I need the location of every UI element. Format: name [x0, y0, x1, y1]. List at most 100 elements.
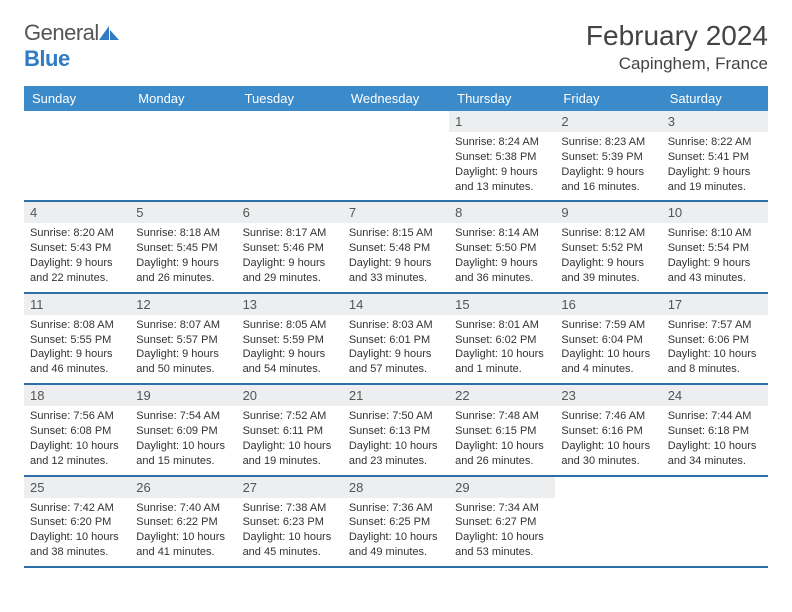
day-info: Sunrise: 8:23 AMSunset: 5:39 PMDaylight:… [561, 135, 655, 194]
day-cell: 14Sunrise: 8:03 AMSunset: 6:01 PMDayligh… [343, 294, 449, 383]
day-cell: 11Sunrise: 8:08 AMSunset: 5:55 PMDayligh… [24, 294, 130, 383]
day-info: Sunrise: 8:18 AMSunset: 5:45 PMDaylight:… [136, 226, 230, 285]
day-cell: 18 Sunrise: 7:56 AMSunset: 6:08 PMDayligh… [24, 385, 130, 474]
weekday-header: Saturday [662, 86, 768, 111]
day-info: Sunrise: 7:42 AMSunset: 6:20 PMDaylight:… [30, 501, 124, 560]
day-info: Sunrise: 8:12 AMSunset: 5:52 PMDaylight:… [561, 226, 655, 285]
day-info: Sunrise: 8:03 AMSunset: 6:01 PMDaylight:… [349, 318, 443, 377]
day-info: Sunrise: 7:54 AMSunset: 6:09 PMDaylight:… [136, 409, 230, 468]
brand-word-a: General [24, 20, 99, 45]
week-row: 11Sunrise: 8:08 AMSunset: 5:55 PMDayligh… [24, 294, 768, 385]
day-info: Sunrise: 8:07 AMSunset: 5:57 PMDaylight:… [136, 318, 230, 377]
day-number: 3 [662, 111, 768, 132]
day-number: 10 [662, 202, 768, 223]
day-number: 20 [237, 385, 343, 406]
day-number: 17 [662, 294, 768, 315]
day-info: Sunrise: 7:38 AMSunset: 6:23 PMDaylight:… [243, 501, 337, 560]
day-cell: 21 Sunrise: 7:50 AMSunset: 6:13 PMDayligh… [343, 385, 449, 474]
day-cell: 17 Sunrise: 7:57 AMSunset: 6:06 PMDayligh… [662, 294, 768, 383]
day-number: 19 [130, 385, 236, 406]
day-number: 27 [237, 477, 343, 498]
day-cell: 4 Sunrise: 8:20 AMSunset: 5:43 PMDaylight… [24, 202, 130, 291]
day-cell: 27 Sunrise: 7:38 AMSunset: 6:23 PMDayligh… [237, 477, 343, 566]
day-cell: 26 Sunrise: 7:40 AMSunset: 6:22 PMDayligh… [130, 477, 236, 566]
day-cell: 23 Sunrise: 7:46 AMSunset: 6:16 PMDayligh… [555, 385, 661, 474]
day-cell: 29 Sunrise: 7:34 AMSunset: 6:27 PMDayligh… [449, 477, 555, 566]
day-cell: 10 Sunrise: 8:10 AMSunset: 5:54 PMDayligh… [662, 202, 768, 291]
weekday-header: Thursday [449, 86, 555, 111]
day-info: Sunrise: 7:59 AMSunset: 6:04 PMDaylight:… [561, 318, 655, 377]
weekday-header-row: SundayMondayTuesdayWednesdayThursdayFrid… [24, 86, 768, 111]
day-number: 2 [555, 111, 661, 132]
calendar-body: ....1Sunrise: 8:24 AMSunset: 5:38 PMDayl… [24, 111, 768, 568]
day-info: Sunrise: 7:50 AMSunset: 6:13 PMDaylight:… [349, 409, 443, 468]
day-info: Sunrise: 7:46 AMSunset: 6:16 PMDaylight:… [561, 409, 655, 468]
weekday-header: Sunday [24, 86, 130, 111]
sail-icon [99, 26, 119, 40]
brand-word-b: Blue [24, 46, 70, 71]
day-number: 23 [555, 385, 661, 406]
day-cell: 28Sunrise: 7:36 AMSunset: 6:25 PMDayligh… [343, 477, 449, 566]
day-cell: 9 Sunrise: 8:12 AMSunset: 5:52 PMDaylight… [555, 202, 661, 291]
day-info: Sunrise: 7:44 AMSunset: 6:18 PMDaylight:… [668, 409, 762, 468]
day-number: 28 [343, 477, 449, 498]
brand-logo: General Blue [24, 20, 119, 72]
day-number: 21 [343, 385, 449, 406]
day-info: Sunrise: 8:14 AMSunset: 5:50 PMDaylight:… [455, 226, 549, 285]
day-cell: . [555, 477, 661, 566]
day-cell: 12Sunrise: 8:07 AMSunset: 5:57 PMDayligh… [130, 294, 236, 383]
day-number: 6 [237, 202, 343, 223]
location-subtitle: Capinghem, France [586, 54, 768, 74]
day-cell: 5 Sunrise: 8:18 AMSunset: 5:45 PMDaylight… [130, 202, 236, 291]
day-cell: 3 Sunrise: 8:22 AMSunset: 5:41 PMDaylight… [662, 111, 768, 200]
day-info: Sunrise: 7:56 AMSunset: 6:08 PMDaylight:… [30, 409, 124, 468]
day-number: 4 [24, 202, 130, 223]
day-number: 16 [555, 294, 661, 315]
week-row: 18 Sunrise: 7:56 AMSunset: 6:08 PMDayligh… [24, 385, 768, 476]
day-info: Sunrise: 8:17 AMSunset: 5:46 PMDaylight:… [243, 226, 337, 285]
day-cell: 22 Sunrise: 7:48 AMSunset: 6:15 PMDayligh… [449, 385, 555, 474]
week-row: 25 Sunrise: 7:42 AMSunset: 6:20 PMDayligh… [24, 477, 768, 568]
day-number: 15 [449, 294, 555, 315]
weekday-header: Monday [130, 86, 236, 111]
day-number: 5 [130, 202, 236, 223]
week-row: ....1Sunrise: 8:24 AMSunset: 5:38 PMDayl… [24, 111, 768, 202]
day-cell: 8 Sunrise: 8:14 AMSunset: 5:50 PMDaylight… [449, 202, 555, 291]
weekday-header: Wednesday [343, 86, 449, 111]
day-cell: 25 Sunrise: 7:42 AMSunset: 6:20 PMDayligh… [24, 477, 130, 566]
day-number: 13 [237, 294, 343, 315]
title-block: February 2024 Capinghem, France [586, 20, 768, 74]
day-number: 1 [449, 111, 555, 132]
day-info: Sunrise: 8:05 AMSunset: 5:59 PMDaylight:… [243, 318, 337, 377]
day-info: Sunrise: 8:10 AMSunset: 5:54 PMDaylight:… [668, 226, 762, 285]
day-number: 18 [24, 385, 130, 406]
day-cell: . [662, 477, 768, 566]
week-row: 4 Sunrise: 8:20 AMSunset: 5:43 PMDaylight… [24, 202, 768, 293]
day-cell: 1 Sunrise: 8:24 AMSunset: 5:38 PMDaylight… [449, 111, 555, 200]
day-info: Sunrise: 8:20 AMSunset: 5:43 PMDaylight:… [30, 226, 124, 285]
day-number: 22 [449, 385, 555, 406]
day-info: Sunrise: 8:15 AMSunset: 5:48 PMDaylight:… [349, 226, 443, 285]
day-number: 25 [24, 477, 130, 498]
day-cell: 6 Sunrise: 8:17 AMSunset: 5:46 PMDaylight… [237, 202, 343, 291]
day-info: Sunrise: 7:48 AMSunset: 6:15 PMDaylight:… [455, 409, 549, 468]
day-cell: . [237, 111, 343, 200]
day-cell: 15Sunrise: 8:01 AMSunset: 6:02 PMDayligh… [449, 294, 555, 383]
day-number: 7 [343, 202, 449, 223]
day-info: Sunrise: 7:57 AMSunset: 6:06 PMDaylight:… [668, 318, 762, 377]
weekday-header: Friday [555, 86, 661, 111]
day-number: 29 [449, 477, 555, 498]
weekday-header: Tuesday [237, 86, 343, 111]
day-cell: . [343, 111, 449, 200]
day-info: Sunrise: 8:24 AMSunset: 5:38 PMDaylight:… [455, 135, 549, 194]
day-cell: . [130, 111, 236, 200]
day-cell: 16 Sunrise: 7:59 AMSunset: 6:04 PMDayligh… [555, 294, 661, 383]
calendar: SundayMondayTuesdayWednesdayThursdayFrid… [24, 86, 768, 568]
day-info: Sunrise: 8:08 AMSunset: 5:55 PMDaylight:… [30, 318, 124, 377]
day-info: Sunrise: 7:34 AMSunset: 6:27 PMDaylight:… [455, 501, 549, 560]
day-info: Sunrise: 7:40 AMSunset: 6:22 PMDaylight:… [136, 501, 230, 560]
day-info: Sunrise: 8:22 AMSunset: 5:41 PMDaylight:… [668, 135, 762, 194]
day-number: 8 [449, 202, 555, 223]
day-number: 9 [555, 202, 661, 223]
day-number: 26 [130, 477, 236, 498]
